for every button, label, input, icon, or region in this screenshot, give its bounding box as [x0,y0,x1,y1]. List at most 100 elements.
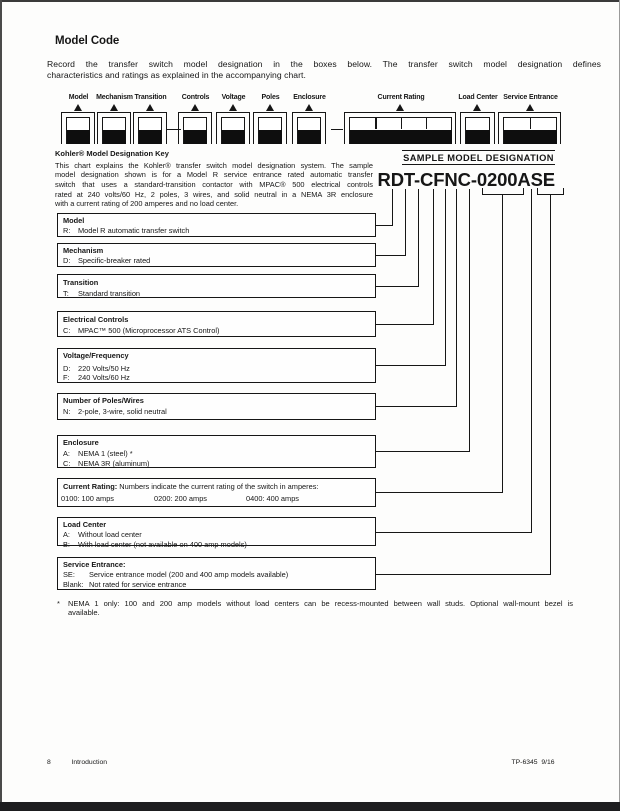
section-items: SE: Service entrance model (200 and 400 a… [58,570,375,589]
section-heading: Voltage/Frequency [63,351,129,360]
item-text: Without load center [78,530,142,539]
designation-box-fill [258,129,282,144]
diagram-bracket-service-entrance [498,111,562,144]
diagram-label-model: Model [68,93,89,101]
key-body-line: model designation shown is for a Model R… [55,170,373,180]
item-code: Blank: [63,579,84,589]
diagram-bracket-model [61,111,96,144]
sample-model-designation: RDT-CFNC-0200ASE [377,168,556,190]
intro-line: Record the transfer switch model designa… [47,58,601,69]
intro-line: characteristics and ratings as explained… [47,70,306,81]
arrow-up-icon [145,103,154,111]
diagram-bracket-poles [253,111,288,144]
item-code: D: [63,363,71,373]
diagram-label-enclosure: Enclosure [293,93,326,101]
page-edge-right [618,0,620,811]
designation-box-fill [102,129,126,144]
section-electrical-controls: Electrical Controls C: MPAC™ 500 (Micropro… [57,311,376,337]
section-heading: Mechanism [63,246,104,255]
diagram-label-controls: Controls [181,93,210,101]
leader-vertical-mechanism [405,189,407,256]
arrow-up-icon [396,103,405,111]
diagram-label-poles: Poles [261,93,280,101]
footnote-line: available. [68,608,100,618]
footnote-line: NEMA 1 only: 100 and 200 amp models with… [68,598,573,608]
rating-value: 0400: 400 amps [246,493,300,503]
footer-section-name: Introduction [71,758,108,766]
leader-horizontal-load-center [376,532,533,534]
key-body-line: with a current rating of 200 amperes and… [55,199,239,209]
scan-bottom-bar [0,801,620,811]
designation-box-fill [221,129,245,144]
designation-box-current-rating [349,116,453,145]
leader-horizontal-voltage-frequency [376,364,447,366]
section-item: SE: Service entrance model (200 and 400 a… [63,570,370,580]
diagram-label-voltage: Voltage [221,93,246,101]
section-item: R: Model R automatic transfer switch [63,226,370,236]
item-code: C: [63,458,71,468]
separator-dash [330,128,343,131]
item-code: C: [63,325,71,335]
leader-horizontal-service-entrance [376,573,551,575]
designation-box-fill [297,129,321,144]
section-mechanism: Mechanism D: Specific-breaker rated [57,242,376,267]
item-code: A: [63,530,70,539]
designation-box-divider [375,117,377,130]
section-heading: Number of Poles/Wires [63,396,144,405]
leader-vertical-electrical-controls [433,189,435,325]
section-item: D: 220 Volts/50 Hz [63,364,370,374]
designation-box-service-entrance [503,116,558,145]
designation-box-fill [503,129,557,144]
designation-box-enclosure [297,116,322,145]
item-text: 2-pole, 3-wire, solid neutral [78,407,167,416]
item-code: D: [63,256,71,265]
page-title: Model Code [55,35,120,47]
item-text: NEMA 1 (steel) * [78,449,133,458]
section-load-center: Load Center A: Without load center B: With l… [57,516,376,549]
diagram-bracket-voltage [216,111,251,144]
diagram-label-current-rating: Current Rating [377,93,425,101]
designation-box-fill [465,129,490,144]
section-items: C: MPAC™ 500 (Microprocessor ATS Control) [58,326,375,336]
section-service-entrance: Service Entrance: SE: Service entrance mod… [57,556,376,590]
section-item: T: Standard transition [63,289,370,299]
section-model: Model R: Model R automatic transfer switch [57,212,376,237]
key-body-line: rated at 240 volts/60 Hz, 2 poles, 3 wir… [55,189,373,199]
diagram-bracket-current-rating [344,111,457,144]
section-items: D: Specific-breaker rated [58,256,375,266]
footnote-text: NEMA 1 only: 100 and 200 amp models with… [68,599,573,618]
leader-vertical-current-rating [502,193,504,494]
section-voltage-frequency: Voltage/Frequency D: 220 Volts/50 Hz F: 240 … [57,347,376,383]
section-heading: Enclosure [63,438,99,447]
section-heading: Model [63,216,85,225]
item-code: B: [63,539,70,549]
arrow-up-icon [304,103,313,111]
arrow-up-icon [73,103,82,111]
section-item: D: Specific-breaker rated [63,256,370,266]
arrow-up-icon [109,103,118,111]
rating-value: 0200: 200 amps [154,493,208,503]
section-enclosure: Enclosure A: NEMA 1 (steel) * C: NEMA 3R (al… [57,434,376,468]
leader-horizontal-enclosure [376,450,471,452]
designation-box-divider [530,117,532,130]
arrow-up-icon [525,103,534,111]
item-text: 220 Volts/50 Hz [78,363,130,373]
leader-vertical-voltage-frequency [445,189,447,366]
designation-box-divider [400,117,402,130]
arrow-up-icon [228,103,237,111]
leader-vertical-transition [418,189,420,288]
section-items: N: 2-pole, 3-wire, solid neutral [58,407,375,417]
section-items: D: 220 Volts/50 Hz F: 240 Volts/60 Hz [58,364,375,383]
footer-page-number: 8 [47,758,51,766]
diagram-bracket-controls [178,111,213,144]
leader-vertical-model [392,189,394,226]
diagram-label-transition: Transition [134,93,167,101]
leader-horizontal-transition [376,286,420,288]
section-transition: Transition T: Standard transition [57,274,376,298]
arrow-up-icon [473,103,482,111]
designation-box-fill [349,129,452,144]
item-code: T: [63,288,69,298]
sample-heading-underline [402,163,555,165]
section-item: N: 2-pole, 3-wire, solid neutral [63,407,370,417]
